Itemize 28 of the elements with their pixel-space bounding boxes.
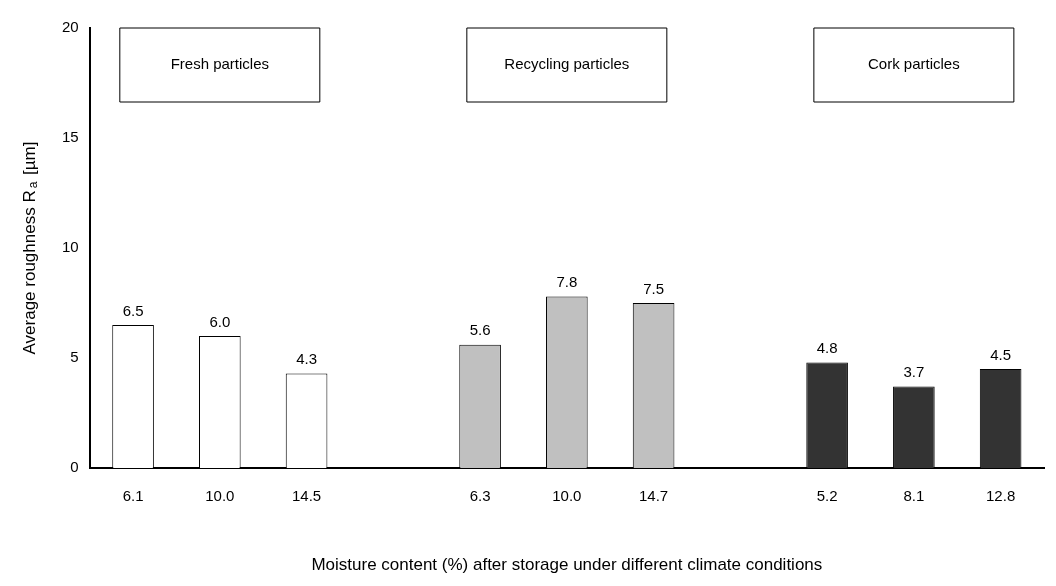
data-label: 6.0 [209, 312, 231, 330]
x-tick-label: 10.0 [205, 487, 235, 505]
y-tick-label: 15 [62, 128, 79, 146]
annotation: Fresh particles [170, 55, 270, 73]
data-label: 4.8 [816, 339, 838, 357]
y-tick-label: 5 [70, 348, 79, 366]
data-label: 7.5 [643, 279, 665, 297]
y-axis-title: Average roughness Ra [µm] [19, 141, 41, 355]
data-label: 4.3 [296, 350, 317, 368]
x-tick-label: 10.0 [552, 487, 582, 505]
x-axis-title: Moisture content (%) after storage under different climate conditions [311, 555, 823, 575]
y-tick-label: 0 [70, 458, 79, 476]
data-label: 7.8 [556, 273, 578, 291]
x-tick-label: 12.8 [986, 487, 1016, 505]
x-tick-label: 8.1 [903, 487, 925, 505]
data-label: 4.5 [990, 345, 1012, 363]
y-tick-label: 20 [62, 18, 79, 36]
data-label: 6.5 [122, 301, 144, 319]
x-tick-label: 5.2 [816, 487, 838, 505]
x-tick-label: 6.1 [122, 487, 144, 505]
x-tick-label: 14.5 [291, 487, 322, 505]
x-tick-label: 14.7 [639, 487, 669, 505]
y-tick-label: 10 [62, 238, 79, 256]
x-tick-label: 6.3 [469, 487, 491, 505]
annotation: Recycling particles [504, 55, 630, 73]
data-label: 3.7 [903, 363, 925, 381]
data-label: 5.6 [469, 321, 491, 339]
annotation: Cork particles [868, 55, 960, 73]
